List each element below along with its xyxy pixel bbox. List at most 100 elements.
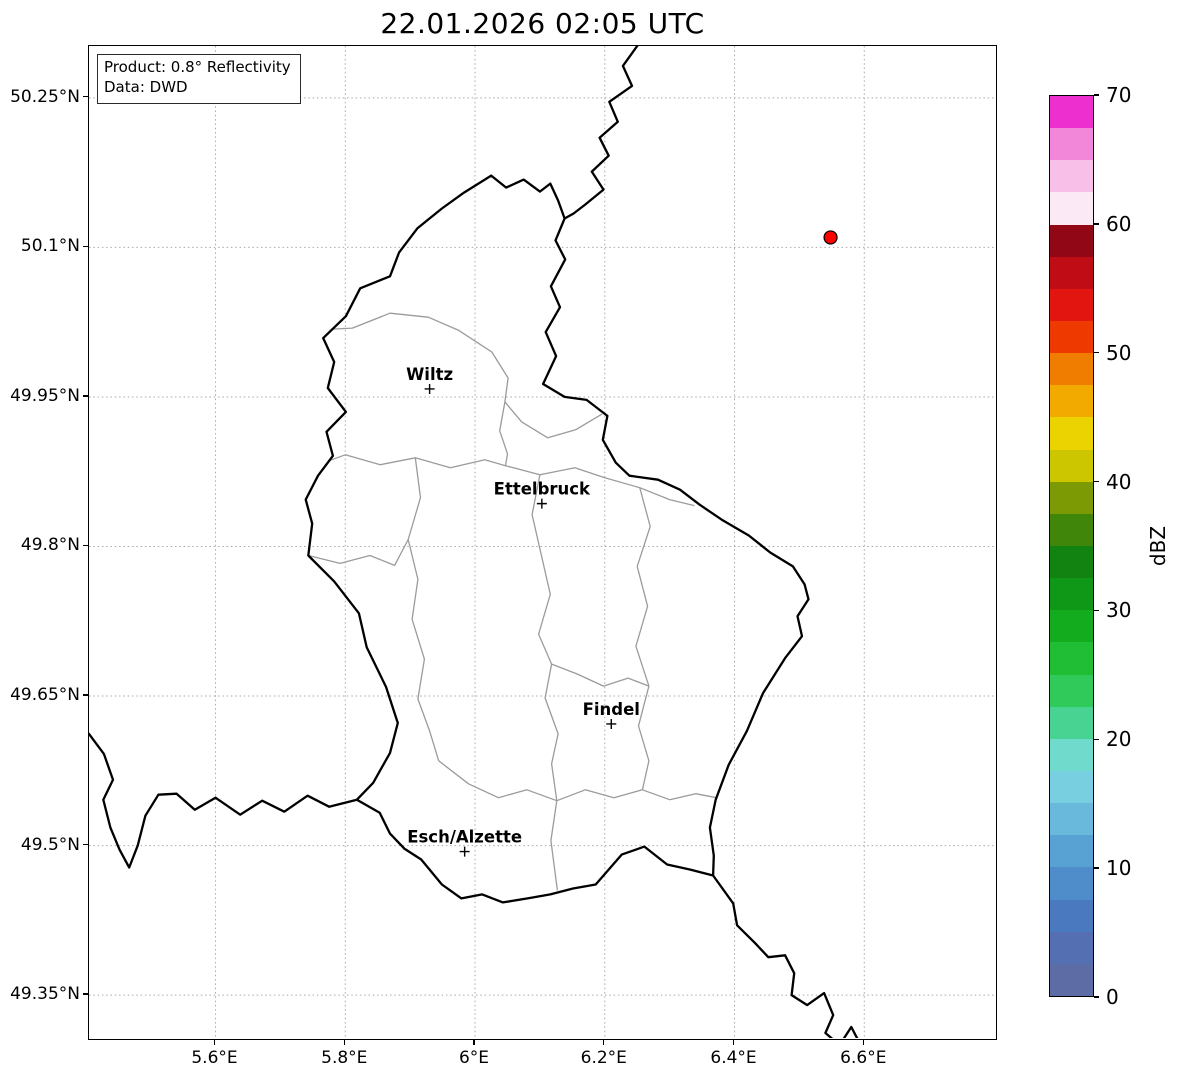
colorbar-tick-mark [1094,609,1099,612]
colorbar-segment [1050,96,1093,129]
radar-site-dot [823,230,838,245]
country-border-france-germany [711,874,859,1038]
y-tick-label: 50.1°N [20,236,80,257]
x-tick-mark [473,1040,475,1045]
colorbar-segment [1050,160,1093,193]
x-tick-label: 6.6°E [840,1048,887,1068]
colorbar-segment [1050,642,1093,675]
colorbar-tick-mark [1094,738,1099,740]
y-tick-label: 49.5°N [20,834,80,855]
colorbar-segment [1050,867,1093,900]
figure-title: 22.01.2026 02:05 UTC [380,7,705,40]
map-plot: Wiltz Ettelbruck Findel Esch/Alzette Produc… [88,45,997,1040]
x-tick-label: 6.4°E [710,1048,757,1068]
legend-source-line: Data: DWD [104,77,188,96]
colorbar-tick-label: 40 [1106,469,1132,494]
city-label: Findel [583,700,640,719]
colorbar-tick-mark [1094,480,1099,483]
y-tick-mark [83,245,88,248]
district-border [550,800,559,891]
colorbar-segment [1050,578,1093,611]
y-tick-mark [83,694,88,696]
x-tick-label: 5.6°E [191,1048,238,1068]
x-tick-label: 5.8°E [321,1048,368,1068]
country-border-france-belgium [89,732,359,869]
colorbar-segment [1050,771,1093,804]
district-border [308,539,409,567]
y-tick-mark [83,96,88,98]
x-tick-label: 6°E [458,1048,490,1068]
colorbar-tick-label: 10 [1106,856,1132,881]
colorbar-tick-mark [1094,867,1099,869]
colorbar-tick-label: 30 [1106,598,1132,623]
colorbar-tick-mark [1094,352,1099,354]
colorbar-tick-label: 50 [1106,340,1132,365]
colorbar-segment [1050,256,1093,289]
y-tick-label: 50.25°N [10,86,80,107]
colorbar-tick-label: 70 [1106,83,1132,107]
colorbar-segment [1050,546,1093,579]
colorbar [1049,95,1094,997]
country-border-germany-belgium [563,46,639,220]
colorbar-segment [1050,963,1093,996]
y-tick-label: 49.65°N [10,685,80,706]
colorbar-segment [1050,128,1093,161]
district-border [438,760,717,802]
district-border [551,663,650,687]
luxembourg-map: Wiltz Ettelbruck Findel Esch/Alzette [89,46,996,1038]
city-marker [536,498,547,509]
y-tick-mark [83,843,88,846]
colorbar-tick-mark [1094,94,1099,96]
district-border [635,487,651,790]
y-tick-label: 49.35°N [10,984,80,1005]
colorbar-segment [1050,706,1093,739]
colorbar-segment [1050,385,1093,418]
colorbar-segment [1050,513,1093,547]
colorbar-tick-mark [1094,996,1099,998]
colorbar-tick-label: 20 [1106,727,1132,752]
colorbar-segment [1050,738,1093,772]
city-marker [424,383,435,394]
district-border [499,401,509,466]
city-label: Wiltz [406,365,453,384]
colorbar-tick-label: 0 [1106,985,1119,1009]
y-tick-label: 49.8°N [20,535,80,556]
y-tick-label: 49.95°N [10,385,80,406]
district-border [531,474,559,801]
y-tick-mark [83,395,88,397]
y-tick-mark [83,544,88,547]
colorbar-segment [1050,803,1093,836]
x-tick-label: 6.2°E [580,1048,627,1068]
x-tick-mark [862,1040,864,1045]
colorbar-segment [1050,449,1093,482]
country-border-luxembourg [304,174,810,904]
colorbar-segment [1050,321,1093,354]
colorbar-segment [1050,224,1093,257]
x-tick-mark [603,1040,605,1045]
colorbar-segment [1050,417,1093,450]
legend-product-line: Product: 0.8° Reflectivity [104,58,291,76]
city-label: Esch/Alzette [407,828,522,847]
x-tick-mark [343,1040,345,1045]
district-border [407,457,440,761]
district-border [332,312,603,439]
colorbar-unit-label: dBZ [1146,525,1170,567]
colorbar-segment [1050,192,1093,225]
colorbar-segment [1050,610,1093,643]
colorbar-segment [1050,674,1093,707]
colorbar-segment [1050,899,1093,932]
colorbar-segment [1050,353,1093,386]
city-marker [459,846,470,857]
x-tick-mark [213,1040,216,1045]
legend-box: Product: 0.8° Reflectivity Data: DWD [97,54,301,104]
x-tick-mark [732,1040,735,1045]
colorbar-segment [1050,481,1093,514]
city-marker [606,718,617,729]
colorbar-tick-label: 60 [1106,211,1132,236]
colorbar-segment [1050,835,1093,868]
colorbar-segment [1050,288,1093,322]
colorbar-tick-mark [1094,223,1099,225]
colorbar-segment [1050,931,1093,964]
y-tick-mark [83,993,88,995]
